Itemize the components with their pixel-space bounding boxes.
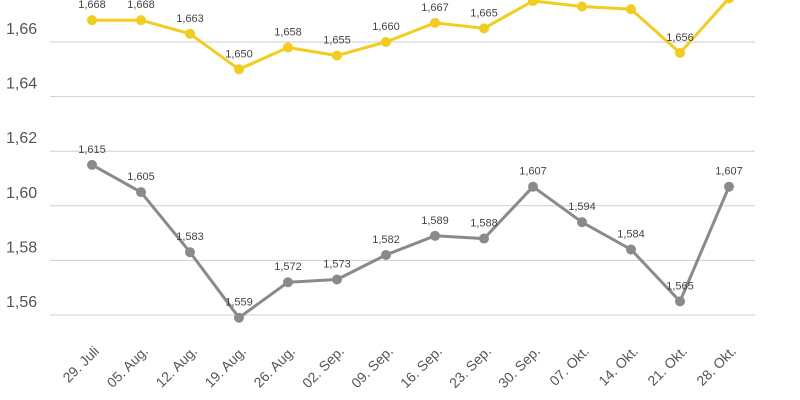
- data-point: [675, 296, 685, 307]
- data-label: 1,668: [78, 0, 106, 11]
- data-point: [234, 64, 244, 75]
- series-2: [87, 159, 734, 323]
- data-label: 1,660: [372, 21, 400, 33]
- x-tick-label: 30. Sep.: [495, 343, 543, 391]
- x-tick-label: 28. Okt.: [693, 343, 739, 389]
- data-point: [626, 244, 636, 255]
- data-point: [185, 28, 195, 39]
- data-label: 1,573: [323, 259, 351, 271]
- data-point: [430, 17, 440, 28]
- y-axis-ticks: 1,56 1,58 1,60 1,62 1,64 1,66: [6, 21, 37, 311]
- x-tick-label: 21. Okt.: [644, 343, 690, 389]
- data-label: 1,667: [421, 2, 449, 14]
- data-label: 1,665: [470, 7, 498, 19]
- data-label: 1,650: [225, 48, 253, 60]
- data-labels: 1,668 1,668 1,663 1,650 1,658 1,655 1,660 1,667…: [78, 0, 743, 309]
- data-point: [577, 1, 587, 12]
- data-point: [332, 50, 342, 61]
- data-point: [381, 37, 391, 47]
- data-point: [332, 274, 342, 285]
- data-point: [283, 277, 293, 288]
- data-point: [430, 230, 440, 241]
- y-tick-label: 1,60: [6, 185, 37, 202]
- data-label: 1,559: [225, 297, 253, 309]
- series-line: [90, 0, 730, 71]
- x-tick-label: 29. Juli: [59, 343, 102, 386]
- data-label: 1,583: [176, 231, 204, 243]
- data-point: [381, 249, 391, 260]
- data-label: 1,655: [323, 35, 351, 47]
- data-label: 1,572: [274, 261, 302, 273]
- data-point: [724, 0, 734, 4]
- data-label: 1,658: [274, 26, 302, 38]
- data-point: [626, 4, 636, 15]
- data-label: 1,668: [127, 0, 155, 11]
- x-tick-label: 26. Aug.: [250, 343, 298, 391]
- series-lines: [87, 0, 734, 323]
- data-label: 1,615: [78, 144, 106, 156]
- x-tick-label: 14. Okt.: [595, 343, 641, 389]
- data-point: [136, 15, 146, 26]
- y-tick-label: 1,66: [6, 21, 37, 38]
- y-tick-label: 1,58: [6, 239, 37, 256]
- data-label: 1,582: [372, 234, 400, 246]
- data-label: 1,656: [666, 32, 694, 44]
- data-label: 1,594: [568, 201, 596, 213]
- x-tick-label: 02. Sep.: [299, 343, 347, 391]
- data-point: [87, 15, 97, 26]
- data-label: 1,589: [421, 215, 449, 227]
- y-tick-label: 1,62: [6, 130, 37, 147]
- data-label: 1,588: [470, 218, 498, 230]
- gridlines: [50, 41, 755, 316]
- x-axis-ticks: 29. Juli 05. Aug. 12. Aug. 19. Aug. 26. Aug.…: [59, 343, 739, 391]
- data-point: [185, 247, 195, 258]
- x-tick-label: 16. Sep.: [397, 343, 445, 391]
- data-point: [724, 181, 734, 192]
- data-point: [479, 233, 489, 244]
- x-tick-label: 07. Okt.: [546, 343, 592, 389]
- x-tick-label: 12. Aug.: [152, 343, 200, 391]
- data-point: [234, 312, 244, 323]
- data-point: [479, 23, 489, 34]
- x-tick-label: 23. Sep.: [446, 343, 494, 391]
- y-tick-label: 1,64: [6, 76, 37, 93]
- x-tick-label: 09. Sep.: [348, 343, 396, 391]
- x-tick-label: 19. Aug.: [201, 343, 249, 391]
- data-label: 1,605: [127, 171, 155, 183]
- data-label: 1,607: [519, 166, 547, 178]
- data-point: [283, 42, 293, 53]
- y-tick-label: 1,56: [6, 294, 37, 311]
- data-point: [528, 0, 538, 7]
- data-label: 1,607: [715, 166, 743, 178]
- data-point: [87, 159, 97, 170]
- x-tick-label: 05. Aug.: [103, 343, 151, 391]
- data-label: 1,663: [176, 13, 204, 25]
- data-point: [675, 47, 685, 58]
- data-label: 1,565: [666, 280, 694, 292]
- data-point: [528, 181, 538, 192]
- series-line: [90, 163, 731, 320]
- series-1: [87, 0, 734, 75]
- data-point: [136, 187, 146, 198]
- data-point: [577, 217, 587, 228]
- data-label: 1,584: [617, 228, 645, 240]
